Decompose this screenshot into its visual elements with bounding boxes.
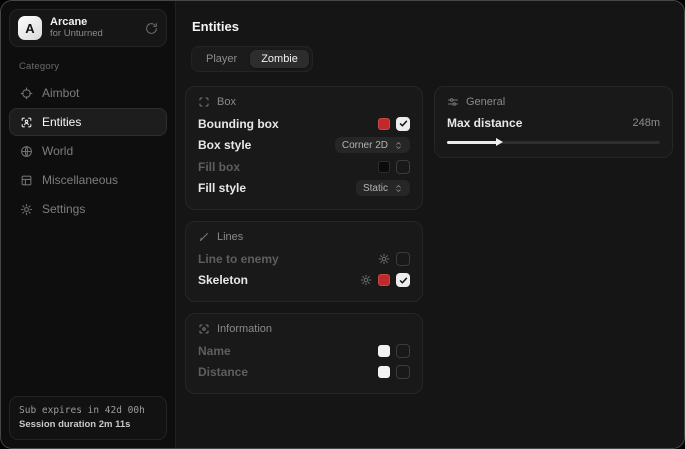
sidebar-item-settings[interactable]: Settings [9, 195, 167, 223]
dropdown-value: Static [362, 182, 388, 194]
setting-label: Distance [198, 365, 249, 380]
focus-icon [198, 323, 210, 335]
color-swatch[interactable] [378, 274, 390, 287]
setting-label: Box style [198, 138, 252, 153]
setting-label: Max distance [447, 116, 523, 130]
unfold-icon [394, 141, 403, 150]
right-column: General Max distance 248m [434, 86, 673, 158]
setting-row-fill-box: Fill box [198, 156, 410, 178]
sidebar-item-entities[interactable]: Entities [9, 108, 167, 136]
crosshair-icon [20, 87, 33, 100]
brand-name: Arcane [50, 16, 88, 29]
setting-row-name: Name [198, 340, 410, 362]
color-swatch[interactable] [378, 366, 390, 379]
subscription-card: Sub expires in 42d 00h Session duration … [9, 395, 167, 440]
refresh-icon[interactable] [145, 22, 158, 35]
tab-player[interactable]: Player [206, 53, 238, 65]
slider-thumb[interactable] [496, 138, 504, 146]
gear-icon[interactable] [360, 274, 372, 286]
fill-style-dropdown[interactable]: Static [355, 180, 410, 197]
sidebar-item-label: Settings [42, 202, 86, 216]
left-column: Box Bounding box Box style [185, 86, 423, 394]
max-distance-value: 248m [632, 117, 660, 129]
setting-label: Name [198, 343, 231, 358]
category-label: Category [19, 61, 60, 72]
panels-area: Box Bounding box Box style [185, 86, 673, 394]
information-panel-header: Information [198, 323, 410, 335]
checkbox[interactable] [396, 365, 410, 380]
setting-row-box-style: Box style Corner 2D [198, 135, 410, 157]
box-panel: Box Bounding box Box style [185, 86, 423, 210]
box-corners-icon [198, 96, 210, 108]
sidebar-item-label: World [42, 144, 74, 158]
panel-title: Lines [217, 231, 244, 243]
color-swatch[interactable] [378, 117, 390, 130]
gear-icon [20, 203, 33, 216]
lines-panel: Lines Line to enemy [185, 221, 423, 302]
sidebar: A Arcane for Unturned Category Aimbot [1, 1, 176, 448]
setting-label: Bounding box [198, 116, 279, 131]
color-swatch[interactable] [378, 160, 390, 173]
sidebar-item-miscellaneous[interactable]: Miscellaneous [9, 166, 167, 194]
setting-row-max-distance: Max distance 248m [447, 113, 660, 133]
layout-grid-icon [20, 174, 33, 187]
checkbox[interactable] [396, 116, 410, 131]
checkbox[interactable] [396, 251, 410, 266]
sidebar-item-aimbot[interactable]: Aimbot [9, 79, 167, 107]
panel-title: General [466, 96, 506, 108]
setting-row-skeleton: Skeleton [198, 270, 410, 292]
setting-row-fill-style: Fill style Static [198, 178, 410, 200]
checkbox[interactable] [396, 159, 410, 174]
setting-label: Skeleton [198, 273, 249, 288]
sidebar-item-label: Miscellaneous [42, 173, 119, 187]
general-panel: General Max distance 248m [434, 86, 673, 158]
tab-zombie[interactable]: Zombie [250, 50, 309, 68]
checkbox[interactable] [396, 343, 410, 358]
brand-text: Arcane for Unturned [50, 16, 137, 40]
scan-person-icon [20, 116, 33, 129]
slider-fill [447, 140, 499, 144]
unfold-icon [394, 184, 403, 193]
brand-logo: A [18, 16, 42, 40]
setting-row-line-to-enemy: Line to enemy [198, 248, 410, 270]
panel-title: Information [217, 323, 273, 335]
box-style-dropdown[interactable]: Corner 2D [334, 137, 410, 154]
dropdown-value: Corner 2D [341, 139, 388, 151]
globe-icon [20, 145, 33, 158]
sidebar-item-label: Entities [42, 115, 82, 129]
sidebar-item-label: Aimbot [42, 86, 80, 100]
box-panel-header: Box [198, 96, 410, 108]
session-duration-text: Session duration 2m 11s [19, 418, 131, 430]
lines-panel-header: Lines [198, 231, 410, 243]
sidebar-nav: Aimbot Entities World Miscellaneous [9, 79, 167, 223]
slider-track[interactable] [447, 140, 660, 144]
checkbox[interactable] [396, 273, 410, 288]
information-panel: Information Name Distance [185, 313, 423, 394]
sidebar-item-world[interactable]: World [9, 137, 167, 165]
panel-title: Box [217, 96, 236, 108]
sub-expiry-text: Sub expires in 42d 00h [19, 404, 145, 416]
main-content: Entities Player Zombie Box Bounding box [176, 1, 684, 448]
setting-label: Line to enemy [198, 251, 279, 266]
brand-card: A Arcane for Unturned [9, 9, 167, 47]
page-title: Entities [192, 19, 239, 34]
entity-tabbar: Player Zombie [191, 46, 313, 72]
brand-subtitle: for Unturned [50, 27, 103, 39]
setting-label: Fill box [198, 159, 240, 174]
general-panel-header: General [447, 96, 660, 108]
setting-row-bounding-box: Bounding box [198, 113, 410, 135]
max-distance-slider[interactable] [447, 137, 660, 147]
setting-row-distance: Distance [198, 362, 410, 384]
gear-icon[interactable] [378, 253, 390, 265]
color-swatch[interactable] [378, 344, 390, 357]
sliders-icon [447, 96, 459, 108]
diagonal-line-icon [198, 231, 210, 243]
setting-label: Fill style [198, 181, 247, 196]
